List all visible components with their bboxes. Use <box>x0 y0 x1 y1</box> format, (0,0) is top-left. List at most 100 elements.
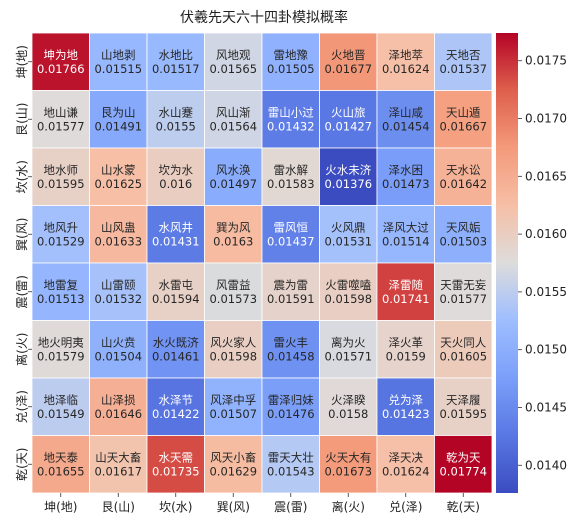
cell-name-label: 泽地萃 <box>389 48 424 62</box>
cell-name-label: 水雷屯 <box>159 278 194 292</box>
cell-value-label: 0.01504 <box>94 349 142 363</box>
cell-name-label: 火泽睽 <box>331 393 366 407</box>
cell-name-label: 天风姤 <box>446 220 481 234</box>
cell-name-label: 天山遁 <box>446 105 481 119</box>
cell-name-label: 雷地豫 <box>274 48 309 62</box>
cell-value-label: 0.01766 <box>37 62 85 76</box>
cell-name-label: 泽天决 <box>389 450 424 464</box>
heatmap-cell <box>89 320 148 379</box>
heatmap-cell <box>261 205 320 264</box>
heatmap-cell <box>319 32 378 91</box>
cell-value-label: 0.01735 <box>152 464 200 478</box>
cell-name-label: 火雷噬嗑 <box>325 278 371 292</box>
x-tick-label: 巽(风) <box>217 500 250 514</box>
cell-value-label: 0.01571 <box>324 349 372 363</box>
heatmap-cell <box>204 147 263 206</box>
cell-name-label: 震为雷 <box>274 278 309 292</box>
cell-name-label: 地山谦 <box>44 105 79 119</box>
heatmap-cell <box>146 320 205 379</box>
cell-value-label: 0.01427 <box>324 119 372 133</box>
cell-value-label: 0.01532 <box>94 292 142 306</box>
cell-name-label: 地水师 <box>44 163 79 177</box>
cell-name-label: 山火贲 <box>101 335 136 349</box>
cell-name-label: 风地观 <box>216 48 251 62</box>
cell-value-label: 0.01531 <box>324 234 372 248</box>
cell-value-label: 0.01577 <box>439 292 487 306</box>
cell-name-label: 火天大有 <box>325 450 371 464</box>
y-tick-label: 艮(山) <box>15 103 29 136</box>
x-tick-label: 兑(泽) <box>389 500 422 514</box>
cell-name-label: 风天小畜 <box>210 450 256 464</box>
cell-name-label: 水天需 <box>159 450 194 464</box>
cell-value-label: 0.01461 <box>152 349 200 363</box>
heatmap-cell <box>204 32 263 91</box>
cell-value-label: 0.01605 <box>439 349 487 363</box>
x-axis-ticks: 坤(地) 艮(山) 坎(水) 巽(风) 震(雷) 离(火) 兑(泽) 乾(天) <box>44 493 480 514</box>
colorbar-tick-label: 0.0140 <box>525 458 567 472</box>
cell-value-label: 0.01491 <box>94 119 142 133</box>
heatmap-cell <box>89 147 148 206</box>
cell-name-label: 离为火 <box>331 335 366 349</box>
cell-value-label: 0.01633 <box>94 234 142 248</box>
cell-value-label: 0.01741 <box>382 292 430 306</box>
heatmap-cell <box>261 435 320 494</box>
cell-value-label: 0.01376 <box>324 177 372 191</box>
heatmap-cell <box>146 147 205 206</box>
colorbar-tick-label: 0.0160 <box>525 227 567 241</box>
y-axis-ticks: 坤(地) 艮(山) 坎(水) 巽(风) 震(雷) 离(火) 兑(泽) 乾(天) <box>14 45 32 481</box>
colorbar-tick-label: 0.0175 <box>525 54 567 68</box>
cell-name-label: 雷水解 <box>274 163 309 177</box>
cell-name-label: 坎为水 <box>159 163 194 177</box>
x-tick-label: 乾(天) <box>447 500 480 514</box>
cell-name-label: 水风井 <box>159 220 194 234</box>
cell-name-label: 山天大畜 <box>95 450 141 464</box>
cell-value-label: 0.01598 <box>324 292 372 306</box>
cell-value-label: 0.01591 <box>267 292 315 306</box>
cell-name-label: 天雷无妄 <box>440 278 486 292</box>
cell-value-label: 0.01774 <box>439 464 487 478</box>
heatmap-cell <box>146 377 205 436</box>
colorbar-tick-label: 0.0170 <box>525 112 567 126</box>
cell-name-label: 水山蹇 <box>159 105 194 119</box>
heatmap-cell <box>376 147 435 206</box>
cell-value-label: 0.01537 <box>439 62 487 76</box>
cell-value-label: 0.01624 <box>382 62 430 76</box>
chart-title: 伏羲先天六十四卦模拟概率 <box>180 9 348 26</box>
cell-name-label: 泽火革 <box>389 335 424 349</box>
heatmap-cell <box>89 32 148 91</box>
cell-value-label: 0.01432 <box>267 119 315 133</box>
cell-name-label: 山泽损 <box>101 393 136 407</box>
cell-value-label: 0.0163 <box>213 234 253 248</box>
cell-value-label: 0.01617 <box>94 464 142 478</box>
cell-value-label: 0.0155 <box>156 119 196 133</box>
cell-value-label: 0.01577 <box>37 119 85 133</box>
cell-name-label: 风雷益 <box>216 278 251 292</box>
cell-value-label: 0.01543 <box>267 464 315 478</box>
heatmap-cell <box>376 262 435 321</box>
cell-value-label: 0.01573 <box>209 292 257 306</box>
heatmap-cell <box>319 90 378 149</box>
cell-value-label: 0.01642 <box>439 177 487 191</box>
heatmap-cell <box>319 262 378 321</box>
cell-value-label: 0.01549 <box>37 407 85 421</box>
cell-name-label: 地雷复 <box>44 278 79 292</box>
heatmap-cell <box>261 147 320 206</box>
x-tick-label: 离(火) <box>332 499 365 514</box>
cell-name-label: 天火同人 <box>440 335 486 349</box>
heatmap-cell <box>434 320 493 379</box>
cell-value-label: 0.01594 <box>152 292 200 306</box>
cell-name-label: 山地剥 <box>101 48 136 62</box>
cell-value-label: 0.01625 <box>94 177 142 191</box>
heatmap-cell <box>376 205 435 264</box>
heatmap-cell <box>204 205 263 264</box>
cell-value-label: 0.01655 <box>37 464 85 478</box>
cell-value-label: 0.01624 <box>382 464 430 478</box>
cell-value-label: 0.01529 <box>37 234 85 248</box>
cell-name-label: 地泽临 <box>44 393 79 407</box>
cell-name-label: 泽雷随 <box>389 278 424 292</box>
cell-value-label: 0.01503 <box>439 234 487 248</box>
y-tick-label: 兑(泽) <box>15 390 29 423</box>
cell-value-label: 0.01505 <box>267 62 315 76</box>
x-tick-label: 艮(山) <box>102 500 135 514</box>
heatmap-cell <box>319 147 378 206</box>
